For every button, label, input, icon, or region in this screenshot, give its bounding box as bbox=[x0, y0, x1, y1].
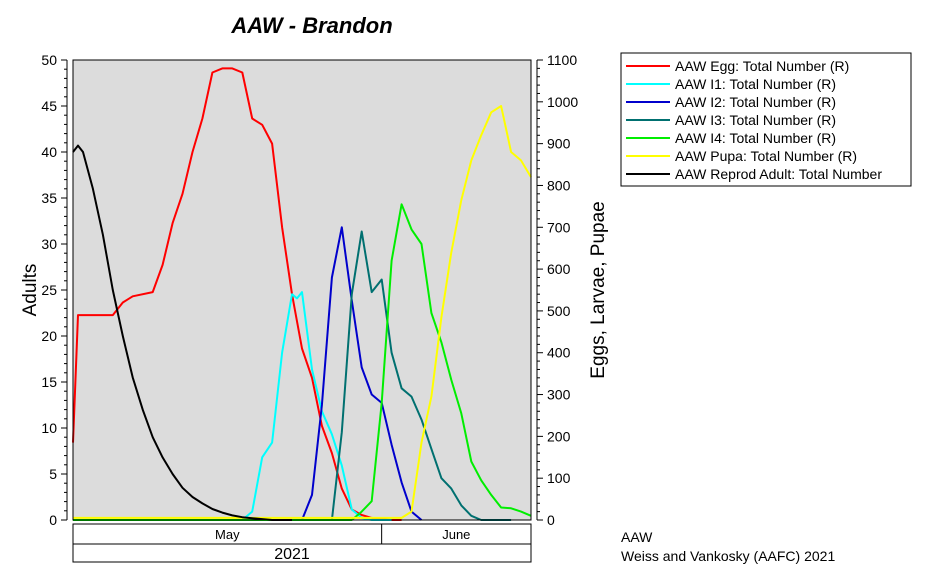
y-axis-label: Adults bbox=[20, 264, 41, 317]
right-tick-label: 700 bbox=[547, 219, 571, 235]
year-band bbox=[72, 543, 532, 563]
legend-label-5: AAW Pupa: Total Number (R) bbox=[675, 148, 857, 164]
right-tick-label: 300 bbox=[547, 387, 571, 403]
plot-area bbox=[73, 60, 531, 520]
left-tick-label: 0 bbox=[49, 512, 57, 528]
right-tick-label: 900 bbox=[547, 136, 571, 152]
left-axis: 0 5 10 15 20 25 30 35 40 45 50 bbox=[41, 52, 68, 528]
chart-title: AAW - Brandon bbox=[230, 13, 392, 38]
footer-species: AAW bbox=[621, 529, 653, 545]
series-layer bbox=[72, 67, 532, 521]
right-tick-label: 200 bbox=[547, 428, 571, 444]
right-tick-label: 0 bbox=[547, 512, 555, 528]
series-line-1 bbox=[73, 291, 392, 521]
legend-label-1: AAW I1: Total Number (R) bbox=[675, 76, 836, 92]
legend-label-0: AAW Egg: Total Number (R) bbox=[675, 58, 849, 74]
left-tick-label: 35 bbox=[41, 190, 57, 206]
footer-credit: Weiss and Vankosky (AAFC) 2021 bbox=[621, 548, 835, 564]
left-tick-label: 25 bbox=[41, 282, 57, 298]
series-line-6 bbox=[72, 144, 292, 521]
right-tick-label: 1100 bbox=[547, 52, 577, 68]
year-label: 2021 bbox=[274, 546, 310, 563]
left-tick-label: 15 bbox=[41, 374, 57, 390]
legend: AAW Egg: Total Number (R) AAW I1: Total N… bbox=[620, 52, 912, 187]
x-axis: May June 2021 bbox=[72, 523, 532, 563]
month-label: May bbox=[215, 527, 240, 542]
right-axis: 0 100 200 300 400 500 600 700 800 900 1000 1100 bbox=[536, 52, 578, 528]
right-tick-label: 600 bbox=[547, 261, 571, 277]
y2-axis-label: Eggs, Larvae, Pupae bbox=[588, 201, 609, 378]
series-line-5 bbox=[73, 105, 532, 519]
right-tick-label: 1000 bbox=[547, 94, 578, 110]
left-tick-label: 5 bbox=[49, 466, 57, 482]
right-tick-label: 500 bbox=[547, 303, 571, 319]
series-line-0 bbox=[72, 67, 402, 521]
right-tick-label: 400 bbox=[547, 345, 571, 361]
legend-label-3: AAW I3: Total Number (R) bbox=[675, 112, 836, 128]
series-line-3 bbox=[73, 230, 512, 521]
series-line-4 bbox=[73, 203, 532, 521]
left-tick-label: 30 bbox=[41, 236, 57, 252]
left-tick-label: 45 bbox=[41, 98, 57, 114]
left-tick-label: 40 bbox=[41, 144, 57, 160]
right-tick-label: 100 bbox=[547, 470, 571, 486]
left-tick-label: 50 bbox=[41, 52, 57, 68]
month-label: June bbox=[442, 527, 470, 542]
legend-label-6: AAW Reprod Adult: Total Number bbox=[675, 166, 882, 182]
plot-frame bbox=[72, 59, 532, 521]
left-tick-label: 10 bbox=[41, 420, 57, 436]
right-tick-label: 800 bbox=[547, 177, 571, 193]
left-tick-label: 20 bbox=[41, 328, 57, 344]
legend-label-2: AAW I2: Total Number (R) bbox=[675, 94, 836, 110]
legend-label-4: AAW I4: Total Number (R) bbox=[675, 130, 836, 146]
